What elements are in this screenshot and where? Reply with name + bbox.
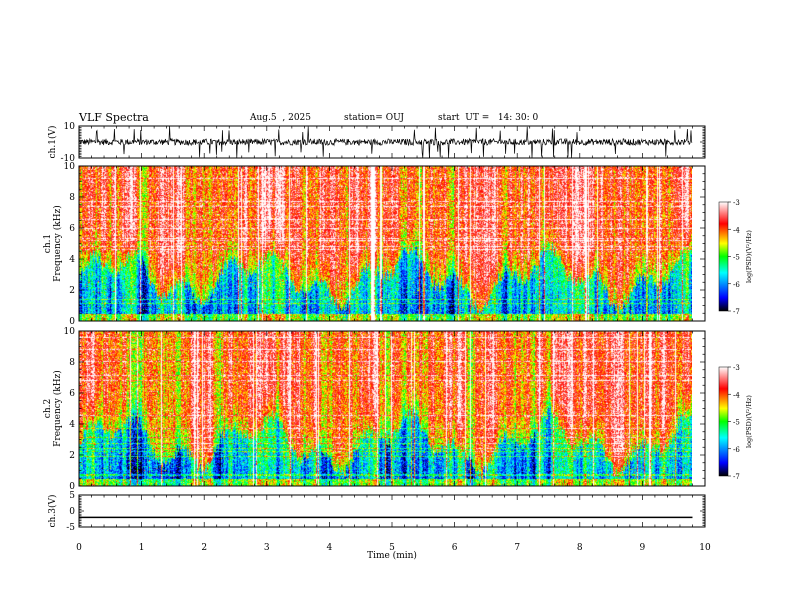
x-axis-label: Time (min): [367, 550, 417, 561]
y-axis-label: ch.1: [43, 234, 53, 253]
colorbar-label: log(PSD)(V²/Hz): [745, 395, 753, 448]
y-tick-label: 10: [64, 162, 76, 172]
y-tick-label: 4: [69, 255, 75, 265]
y-tick-label: 4: [69, 420, 75, 430]
y-tick-label: 5: [69, 491, 75, 501]
colorbar-tick-label: -4: [733, 226, 740, 234]
y-tick-label: 8: [69, 193, 75, 203]
y-axis-label: ch.1(V): [47, 126, 58, 159]
colorbar-tick-label: -3: [733, 199, 740, 207]
y-tick-label: 6: [69, 224, 75, 234]
y-tick-label: 0: [69, 317, 75, 327]
date-label: Aug.5 , 2025: [250, 113, 311, 123]
y-axis-label: Frequency (kHz): [52, 370, 63, 447]
x-tick-label: 9: [640, 543, 646, 553]
x-tick-label: 5: [389, 543, 395, 553]
x-tick-label: 6: [452, 543, 458, 553]
colorbar-tick-label: -7: [733, 473, 740, 481]
ch1-waveform-line: [79, 126, 693, 158]
colorbar-tick-label: -6: [733, 446, 740, 454]
ch2-spectrogram: [79, 331, 692, 486]
y-tick-label: 2: [69, 451, 75, 461]
y-tick-label: 10: [64, 327, 76, 337]
x-tick-label: 1: [139, 543, 145, 553]
y-axis-label: Frequency (kHz): [52, 205, 63, 282]
colorbar-tick-label: -3: [733, 364, 740, 372]
y-tick-label: -10: [61, 154, 76, 164]
ch1-spectrogram: [79, 166, 692, 321]
colorbar-label: log(PSD)(V²/Hz): [745, 230, 753, 283]
x-tick-label: 4: [327, 543, 333, 553]
station-label: station= OUJ: [344, 113, 405, 123]
x-tick-label: 0: [76, 543, 82, 553]
y-tick-label: 2: [69, 286, 75, 296]
y-tick-label: 0: [69, 507, 75, 517]
colorbar-tick-label: -4: [733, 391, 740, 399]
y-tick-label: 8: [69, 358, 75, 368]
colorbar-tick-label: -6: [733, 281, 740, 289]
colorbar-tick-label: -7: [733, 308, 740, 316]
colorbar-tick-label: -5: [733, 254, 740, 262]
y-axis-label: ch.3(V): [47, 495, 58, 528]
x-tick-label: 2: [201, 543, 207, 553]
colorbar-tick-label: -5: [733, 419, 740, 427]
x-tick-label: 10: [699, 543, 711, 553]
start-time-label: start UT = 14: 30: 0: [438, 113, 539, 123]
colorbar-1: [718, 201, 729, 312]
y-tick-label: -5: [66, 523, 75, 533]
y-tick-label: 6: [69, 389, 75, 399]
figure-title: VLF Spectra: [79, 111, 149, 124]
y-tick-label: 0: [69, 482, 75, 492]
x-tick-label: 8: [577, 543, 583, 553]
y-axis-label: ch.2: [43, 399, 53, 418]
x-tick-label: 7: [514, 543, 520, 553]
x-tick-label: 3: [264, 543, 270, 553]
y-tick-label: 10: [64, 122, 76, 132]
colorbar-2: [718, 366, 729, 477]
